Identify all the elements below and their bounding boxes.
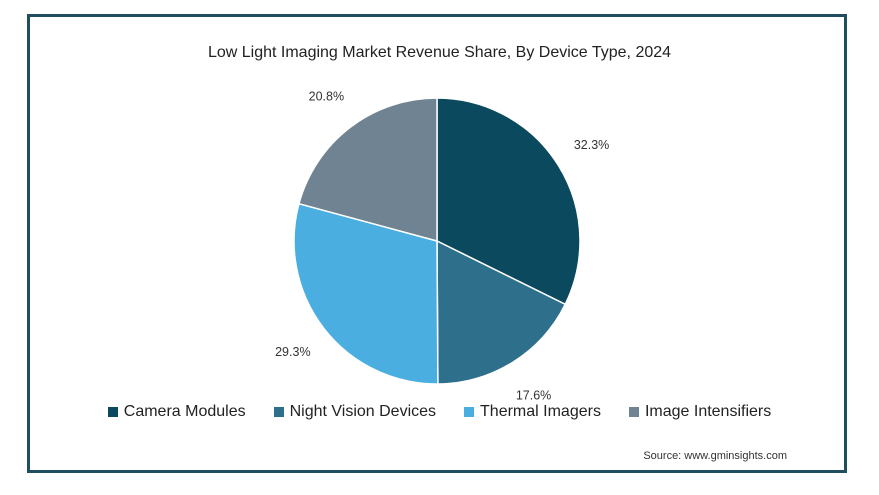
- legend-item-thermal-imagers: Thermal Imagers: [464, 403, 601, 421]
- legend-swatch: [273, 407, 284, 417]
- slice-data-label: 32.3%: [574, 138, 609, 152]
- pie-slice-camera-modules: [436, 97, 581, 306]
- legend-item-camera-modules: Camera Modules: [107, 403, 246, 421]
- source-note: Source: www.gminsights.com: [643, 450, 787, 462]
- legend-item-night-vision-devices: Night Vision Devices: [273, 403, 437, 421]
- legend-swatch: [628, 407, 639, 417]
- slice-data-label: 29.3%: [275, 345, 310, 359]
- pie-slice-night-vision-devices: [436, 239, 567, 385]
- legend-swatch: [107, 407, 118, 417]
- legend-item-image-intensifiers: Image Intensifiers: [628, 403, 772, 421]
- slice-data-label: 20.8%: [309, 89, 344, 103]
- legend-label: Camera Modules: [123, 403, 246, 420]
- pie-slice-thermal-imagers: [293, 202, 439, 385]
- legend-label: Image Intensifiers: [644, 403, 772, 420]
- slice-data-label: 17.6%: [516, 388, 551, 402]
- legend: Camera Modules Night Vision Devices Ther…: [0, 403, 879, 421]
- legend-label: Night Vision Devices: [289, 403, 437, 420]
- pie-slice-image-intensifiers: [298, 97, 438, 242]
- legend-label: Thermal Imagers: [480, 403, 601, 420]
- chart-title: Low Light Imaging Market Revenue Share, …: [207, 44, 672, 61]
- legend-swatch: [464, 407, 475, 417]
